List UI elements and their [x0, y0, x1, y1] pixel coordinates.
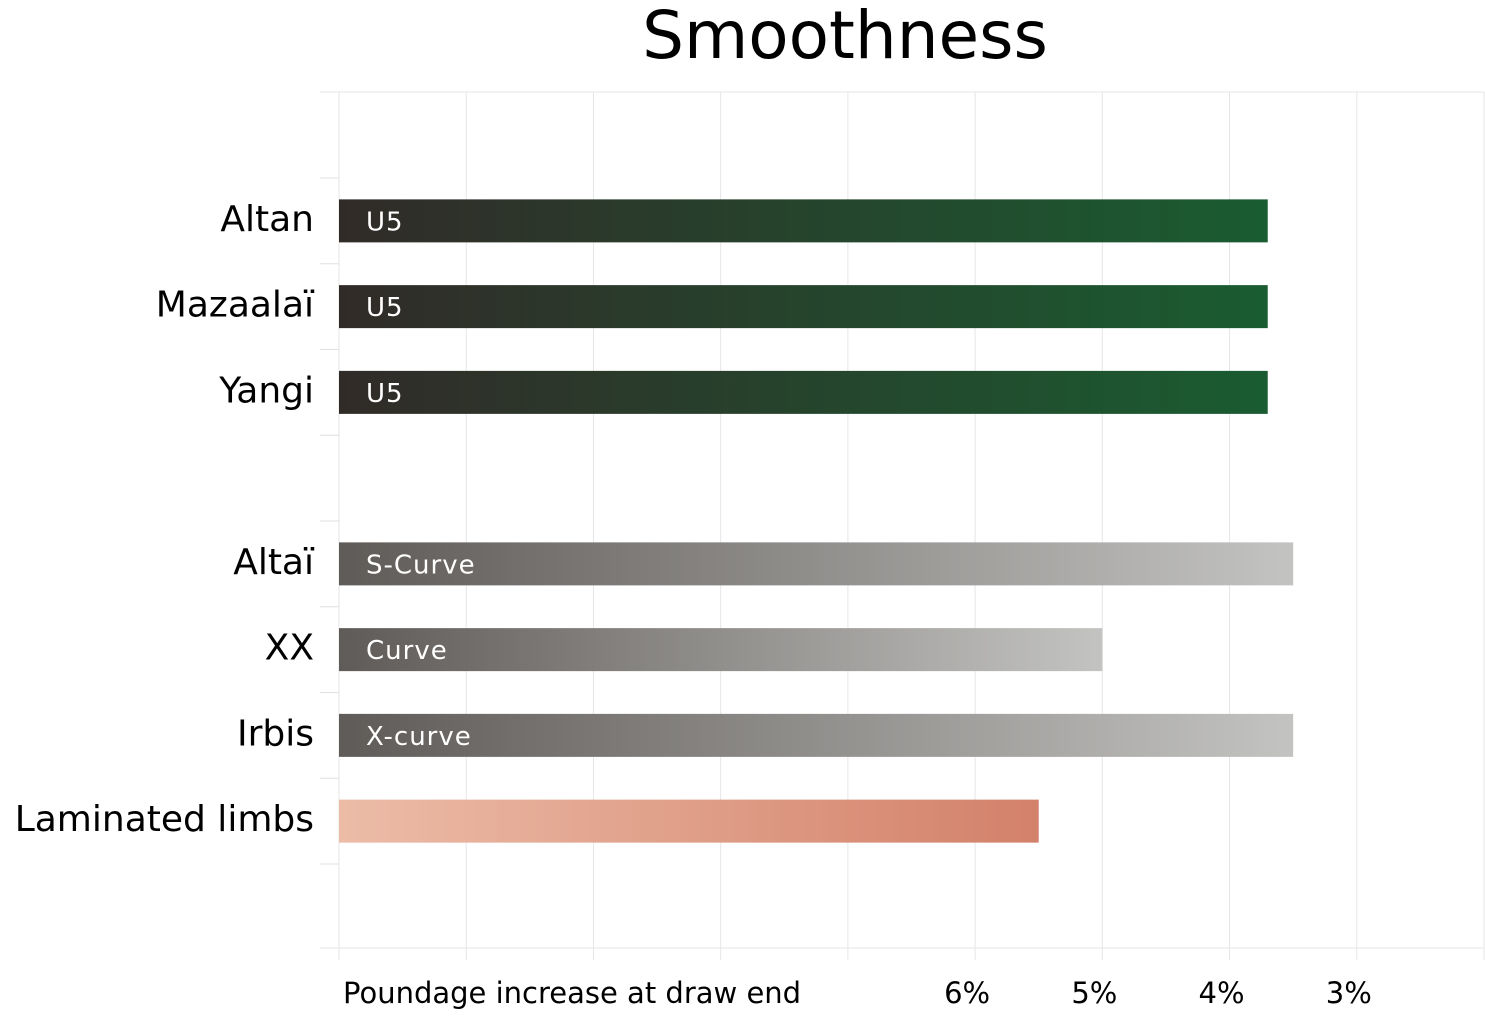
x-tick-label: 5%: [1071, 976, 1117, 1010]
y-tick-label: Altaï: [233, 542, 315, 583]
bar-label: U5: [366, 293, 404, 323]
y-tick-label: Yangi: [218, 370, 314, 411]
bar-label: U5: [366, 379, 404, 409]
bar: [339, 542, 1294, 586]
bar: [339, 285, 1268, 329]
bar: [339, 713, 1294, 757]
x-tick-label: 6%: [944, 976, 990, 1010]
y-tick-label: Laminated limbs: [15, 799, 314, 840]
bar-label: U5: [366, 207, 404, 237]
bar: [339, 799, 1039, 843]
bar: [339, 628, 1103, 672]
y-tick-label: XX: [265, 628, 314, 669]
bar-label: X-curve: [366, 722, 472, 752]
bar-label: Curve: [366, 636, 448, 666]
x-tick-label: 3%: [1326, 976, 1372, 1010]
x-axis-label: Poundage increase at draw end: [343, 976, 801, 1010]
y-tick-label: Mazaalaï: [156, 285, 315, 326]
y-tick-label: Altan: [220, 199, 314, 240]
chart-title: Smoothness: [642, 0, 1048, 74]
bar-label: S-Curve: [366, 550, 476, 580]
bar: [339, 370, 1268, 414]
bar: [339, 199, 1268, 243]
y-tick-label: Irbis: [237, 713, 314, 754]
x-tick-label: 4%: [1199, 976, 1245, 1010]
